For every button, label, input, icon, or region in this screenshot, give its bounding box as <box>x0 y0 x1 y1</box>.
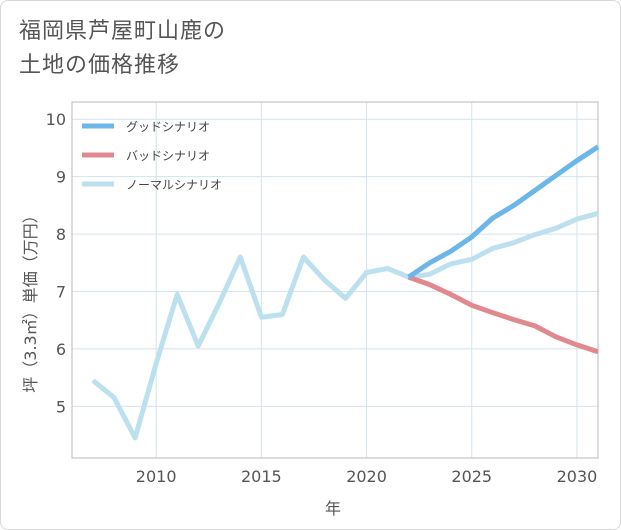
x-tick-2030: 2030 <box>557 467 598 486</box>
plot-frame <box>71 101 599 459</box>
y-axis-label: 坪（3.3㎡）単価（万円） <box>21 207 40 392</box>
legend-label-0: グッドシナリオ <box>126 120 210 134</box>
y-tick-9: 9 <box>56 168 66 187</box>
series-line-1 <box>407 274 599 355</box>
chart-title-line-2: 土地の価格推移 <box>19 53 181 78</box>
x-tick-2015: 2015 <box>241 467 282 486</box>
series-line-0 <box>407 144 600 280</box>
legend-label-1: バッドシナリオ <box>126 149 210 163</box>
y-tick-10: 10 <box>46 110 66 129</box>
chart-title: 福岡県芦屋町山鹿の 土地の価格推移 <box>19 15 226 83</box>
y-tick-labels: 5 6 7 8 9 10 <box>46 110 66 416</box>
chart-title-line-1: 福岡県芦屋町山鹿の <box>19 19 227 44</box>
y-tick-8: 8 <box>56 225 66 244</box>
y-tick-5: 5 <box>56 397 66 416</box>
x-axis-label: 年 <box>325 499 341 518</box>
y-tick-7: 7 <box>56 282 66 301</box>
x-tick-2020: 2020 <box>346 467 387 486</box>
series-line-2 <box>91 210 599 441</box>
y-tick-6: 6 <box>56 340 66 359</box>
x-tick-2025: 2025 <box>451 467 492 486</box>
x-tick-labels: 2010 2015 2020 2025 2030 <box>136 467 598 486</box>
legend-label-2: ノーマルシナリオ <box>126 178 222 192</box>
x-tick-2010: 2010 <box>136 467 177 486</box>
series-lines <box>91 144 600 441</box>
